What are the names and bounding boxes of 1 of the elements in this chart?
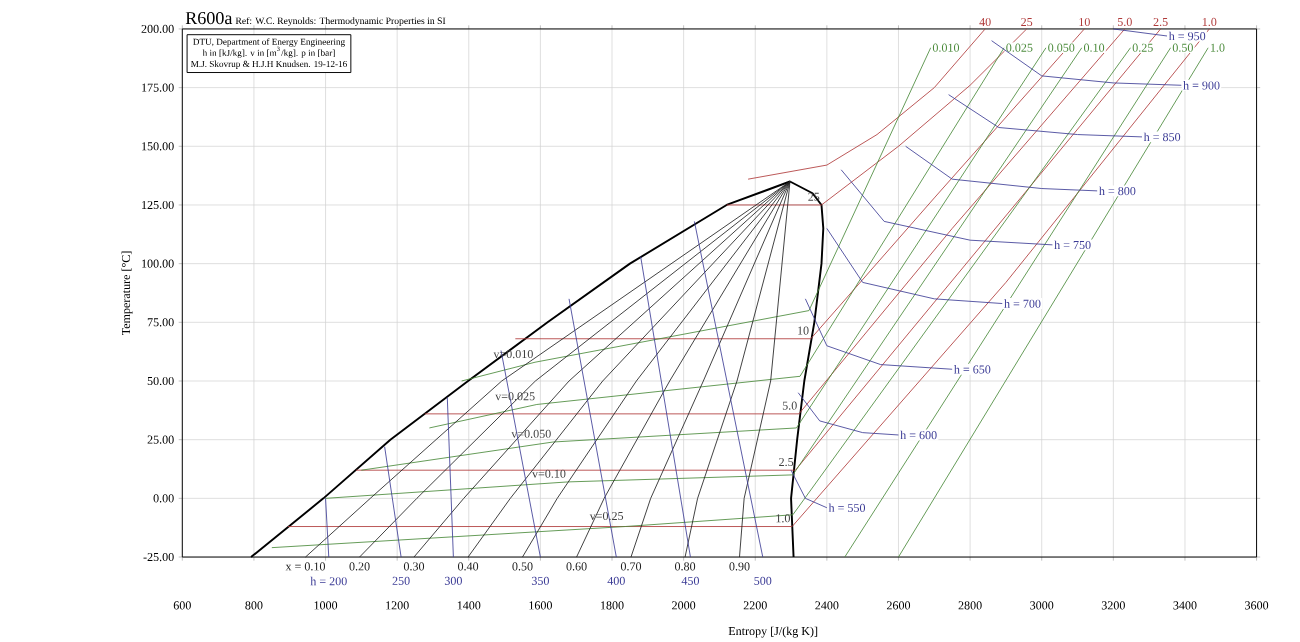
chart-title: R600a — [185, 12, 233, 25]
